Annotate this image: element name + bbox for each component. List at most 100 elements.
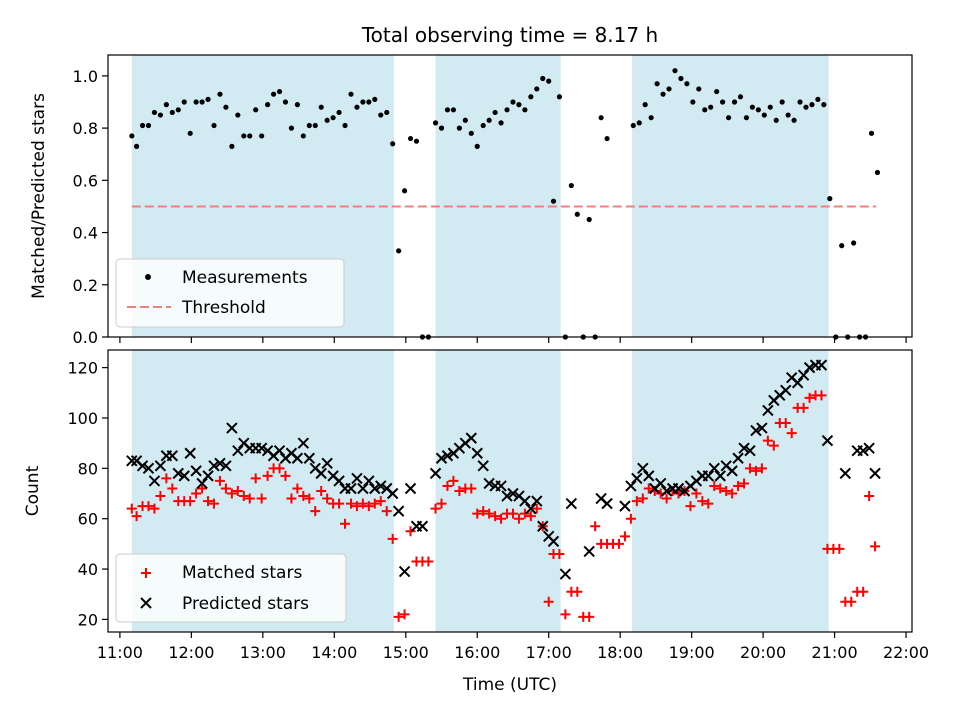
- measurement-point: [486, 117, 492, 123]
- predicted-star-point: [791, 377, 804, 389]
- matched-star-point: [870, 541, 881, 552]
- x-tick-label: 13:00: [240, 643, 286, 662]
- predicted-star-point: [208, 460, 220, 472]
- matched-star-point: [858, 586, 869, 597]
- bottom-legend: Matched stars Predicted stars: [115, 553, 347, 623]
- measurement-point: [217, 91, 223, 97]
- matched-star-point: [381, 506, 392, 517]
- measurement-point: [755, 107, 761, 113]
- predicted-star-point: [303, 452, 316, 464]
- measurement-point: [702, 107, 708, 113]
- predicted-star-point: [531, 495, 543, 507]
- predicted-star-point: [172, 467, 184, 480]
- measurement-point: [556, 94, 563, 100]
- x-tick-label: 16:00: [454, 643, 500, 662]
- top-legend: Measurements Threshold: [115, 258, 345, 328]
- measurement-point: [282, 99, 289, 105]
- y-tick-label: 1.0: [73, 67, 98, 86]
- bottom-legend-box: [115, 553, 347, 623]
- top-x-ticks: [119, 337, 907, 343]
- bottom-x-axis: 11:00 12:00 13:00 14:00 15:00 16:00 17:00 18:00…: [97, 632, 929, 662]
- measurement-point: [330, 115, 336, 121]
- predicted-star-point: [507, 487, 519, 500]
- predicted-star-point: [232, 445, 244, 457]
- matched-star-point: [786, 428, 797, 439]
- matched-star-point: [519, 508, 530, 519]
- y-tick-label: 80: [78, 459, 98, 478]
- measurement-point: [522, 107, 528, 113]
- measurement-point: [139, 122, 146, 129]
- measurement-point: [193, 99, 199, 105]
- matched-star-point: [745, 463, 756, 474]
- matched-star-point: [448, 475, 459, 486]
- measurement-point: [432, 120, 439, 126]
- matched-star-point: [345, 498, 356, 509]
- measurement-point: [396, 248, 402, 254]
- matched-star-point: [834, 543, 845, 554]
- matched-star-point: [220, 483, 231, 494]
- measurement-point: [528, 94, 534, 100]
- measurement-point: [498, 120, 504, 126]
- matched-star-point: [351, 501, 362, 512]
- matched-star-point: [543, 596, 554, 607]
- predicted-star-point: [708, 462, 720, 475]
- predicted-stars-points: [126, 359, 881, 580]
- measurement-point: [235, 112, 241, 118]
- matched-star-point: [554, 548, 565, 559]
- predicted-star-point: [756, 422, 768, 434]
- matched-star-point: [310, 506, 321, 517]
- matched-star-point: [697, 496, 708, 507]
- predicted-star-point: [148, 475, 161, 487]
- matched-star-point: [466, 483, 477, 494]
- measurement-point: [868, 130, 875, 136]
- measurement-point: [276, 88, 283, 95]
- matched-star-point: [560, 609, 571, 620]
- predicted-star-point: [126, 455, 138, 467]
- measurement-point: [839, 243, 845, 249]
- matched-star-point: [643, 483, 654, 494]
- measurement-point: [306, 122, 312, 129]
- measurement-point: [630, 122, 636, 129]
- measurement-point: [534, 86, 540, 92]
- predicted-star-point: [196, 477, 208, 490]
- measurement-point: [743, 115, 750, 121]
- predicted-star-point: [839, 467, 852, 480]
- x-tick-label: 15:00: [383, 643, 429, 662]
- measurement-point: [574, 211, 580, 217]
- matched-star-point: [572, 586, 583, 597]
- measurement-point: [187, 130, 193, 136]
- measurement-point: [720, 99, 726, 105]
- matched-star-point: [619, 531, 630, 542]
- measurement-point: [749, 104, 755, 110]
- y-tick-label: 0.4: [73, 224, 98, 243]
- predicted-star-point: [559, 568, 572, 580]
- matched-star-point: [531, 503, 542, 514]
- predicted-star-point: [291, 452, 304, 464]
- measurement-point: [462, 117, 468, 123]
- y-tick-label: 100: [67, 409, 98, 428]
- measurement-points: [129, 68, 881, 340]
- measurement-point: [791, 117, 797, 123]
- y-tick-label: 0.2: [73, 276, 98, 295]
- measurement-point: [546, 78, 552, 84]
- measurement-point: [737, 94, 744, 100]
- predicted-star-point: [501, 490, 513, 502]
- matched-star-point: [739, 478, 750, 489]
- predicted-star-point: [190, 465, 202, 477]
- measurement-point: [348, 91, 354, 97]
- matched-star-point: [387, 533, 398, 544]
- matched-star-point: [340, 518, 351, 529]
- predicted-star-point: [142, 462, 155, 475]
- matched-star-point: [322, 493, 333, 504]
- y-tick-label: 120: [67, 359, 98, 378]
- matched-star-point: [762, 435, 773, 446]
- predicted-star-point: [857, 445, 869, 457]
- measurement-point: [690, 99, 696, 105]
- bottom-y-axis: 20 40 60 80 100 120: [67, 359, 108, 629]
- matched-star-point: [209, 498, 220, 509]
- matched-star-point: [625, 513, 636, 524]
- measurement-point: [354, 104, 360, 110]
- matched-star-point: [798, 402, 809, 413]
- predicted-star-point: [495, 480, 507, 492]
- predicted-star-point: [357, 482, 369, 495]
